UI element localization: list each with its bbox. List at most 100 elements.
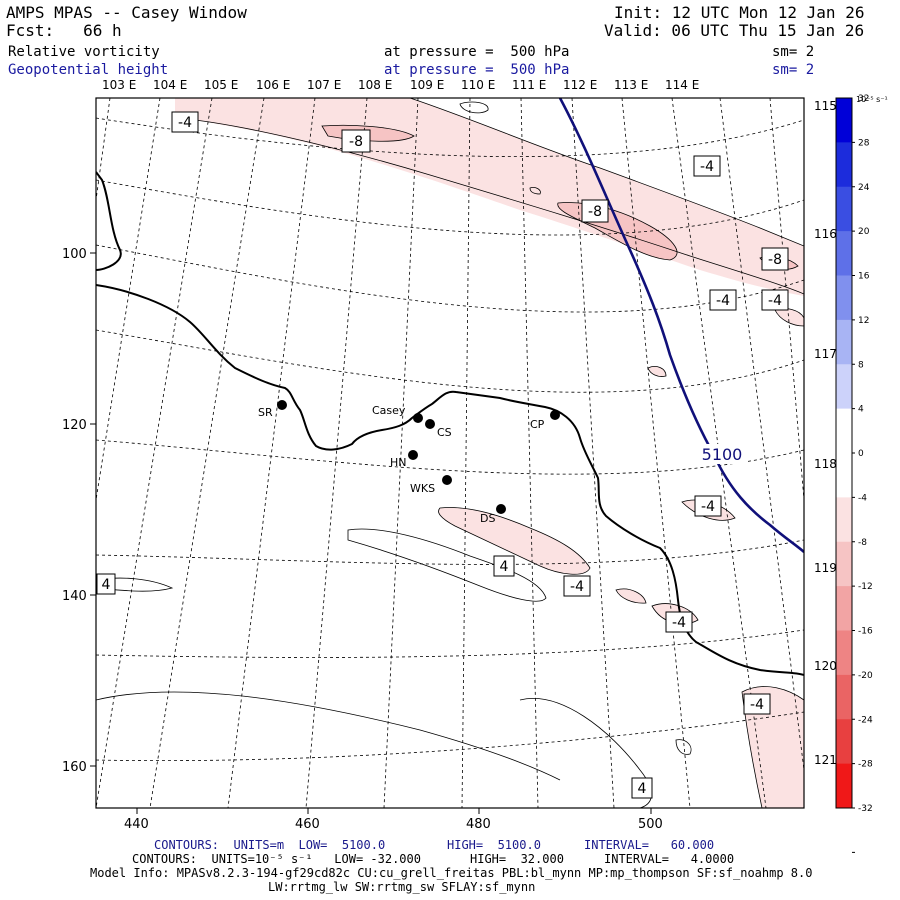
vorticity-contour-info: CONTOURS: UNITS=10⁻⁵ s⁻¹ LOW= -32.000 bbox=[132, 852, 421, 866]
colorbar-cell bbox=[836, 231, 852, 276]
colorbar-tick-label: 4 bbox=[858, 405, 864, 415]
station-marker bbox=[413, 413, 423, 423]
lon-label: 112 E bbox=[563, 78, 597, 92]
contour-label: -4 bbox=[570, 579, 584, 595]
contour-labels: -4 -8 -4 -8 -8 -4 -4 -4 4 -4 4 -4 -4 4 bbox=[96, 111, 789, 799]
contour-label: -4 bbox=[716, 293, 730, 309]
lon-label: 114 E bbox=[665, 78, 699, 92]
height-contour-interval: INTERVAL= 60.000 bbox=[584, 838, 715, 852]
field2-smoothing: sm= 2 bbox=[772, 62, 815, 78]
colorbar-tick-label: -16 bbox=[858, 627, 873, 637]
contour-label: -4 bbox=[750, 697, 764, 713]
station-marker bbox=[496, 504, 506, 514]
lon-label: 110 E bbox=[461, 78, 495, 92]
y-axis: 100 120 140 160 bbox=[62, 247, 96, 775]
contour-label: -4 bbox=[178, 115, 192, 131]
colorbar-tick-label: 32 bbox=[858, 94, 869, 104]
contour-label: -8 bbox=[349, 134, 363, 150]
colorbar-tick-label: 28 bbox=[858, 138, 870, 148]
lon-label: 104 E bbox=[153, 78, 187, 92]
forecast-hour: Fcst: 66 h bbox=[6, 21, 122, 40]
field1-smoothing: sm= 2 bbox=[772, 44, 815, 60]
station-label: CS bbox=[437, 426, 452, 439]
contour-label: 4 bbox=[638, 781, 647, 797]
colorbar-cell bbox=[836, 408, 852, 454]
colorbar-tick-label: -4 bbox=[858, 493, 867, 503]
valid-time: Valid: 06 UTC Thu 15 Jan 26 bbox=[604, 21, 865, 40]
colorbar-cell bbox=[836, 142, 852, 188]
station-marker bbox=[277, 400, 287, 410]
colorbar-cell bbox=[836, 497, 852, 543]
field1-name: Relative vorticity bbox=[8, 44, 160, 60]
colorbar-tick-label: -24 bbox=[858, 715, 873, 725]
height-contour-info: CONTOURS: UNITS=m LOW= 5100.0 bbox=[154, 838, 386, 852]
colorbar-cell bbox=[836, 630, 852, 676]
field1-level: at pressure = 500 hPa bbox=[384, 44, 570, 60]
colorbar-tick-label: 8 bbox=[858, 360, 864, 370]
colorbar-tick-label: -28 bbox=[858, 760, 873, 770]
x-tick-label: 460 bbox=[295, 817, 320, 832]
colorbar-tick-label: -8 bbox=[858, 538, 867, 548]
station-marker bbox=[408, 450, 418, 460]
colorbar-tick-label: -12 bbox=[858, 582, 873, 592]
colorbar: 10⁻⁵ s⁻¹ 32 28 24 20 16 12 8 4 0 -4 -8 -12 -16 -20 -24… bbox=[835, 94, 888, 853]
y-tick-label: 100 bbox=[62, 247, 87, 262]
station-label: DS bbox=[480, 512, 495, 525]
lon-label: 111 E bbox=[512, 78, 546, 92]
station-label: SR bbox=[258, 406, 273, 419]
init-time: Init: 12 UTC Mon 12 Jan 26 bbox=[614, 3, 865, 22]
model-info: Model Info: MPASv8.2.3-194-gf29cd82c CU:… bbox=[90, 866, 813, 880]
station-marker bbox=[442, 475, 452, 485]
lon-label: 107 E bbox=[307, 78, 341, 92]
plot-title: AMPS MPAS -- Casey Window bbox=[6, 3, 247, 22]
lon-label: 113 E bbox=[614, 78, 648, 92]
colorbar-cell bbox=[836, 319, 852, 365]
x-tick-label: 500 bbox=[638, 817, 663, 832]
colorbar-cell bbox=[836, 763, 852, 809]
colorbar-tick-label: 20 bbox=[858, 227, 870, 237]
lon-label: 103 E bbox=[102, 78, 136, 92]
y-tick-label: 160 bbox=[62, 760, 87, 775]
stations: SR Casey CS CP HN WKS DS bbox=[258, 400, 560, 525]
height-contour-high: HIGH= 5100.0 bbox=[447, 838, 541, 852]
contour-label: -4 bbox=[768, 293, 782, 309]
colorbar-tick-label: 16 bbox=[858, 272, 870, 282]
colorbar-tick-label: -32 bbox=[858, 804, 873, 814]
station-label: CP bbox=[530, 418, 545, 431]
field2-name: Geopotential height bbox=[8, 62, 169, 78]
coastline bbox=[96, 171, 804, 676]
height-label: 5100 bbox=[698, 444, 748, 464]
colorbar-cell bbox=[836, 541, 852, 587]
colorbar-tick-label: 0 bbox=[858, 449, 864, 459]
colorbar-cell bbox=[836, 186, 852, 232]
vorticity-contour-high: HIGH= 32.000 bbox=[470, 852, 564, 866]
contour-label: 4 bbox=[102, 577, 111, 593]
contour-label: 4 bbox=[500, 559, 509, 575]
graticule bbox=[96, 98, 804, 808]
station-label: Casey bbox=[372, 404, 406, 417]
contour-label: -8 bbox=[768, 252, 782, 268]
colorbar-cell bbox=[836, 453, 852, 498]
station-label: HN bbox=[390, 456, 407, 469]
height-contour-5100 bbox=[558, 98, 804, 553]
colorbar-cell bbox=[836, 98, 852, 143]
colorbar-tick-label: 12 bbox=[858, 316, 869, 326]
colorbar-cell bbox=[836, 674, 852, 720]
contour-label: -8 bbox=[588, 204, 602, 220]
x-axis: 440 460 480 500 bbox=[124, 808, 663, 832]
station-marker bbox=[550, 410, 560, 420]
model-info-physics: LW:rrtmg_lw SW:rrtmg_sw SFLAY:sf_mynn bbox=[268, 880, 536, 894]
colorbar-tick-label: -20 bbox=[858, 671, 873, 681]
lon-label: 106 E bbox=[256, 78, 290, 92]
lon-label: 108 E bbox=[358, 78, 392, 92]
colorbar-tick-label: 24 bbox=[858, 183, 870, 193]
longitude-top-labels: 103 E 104 E 105 E 106 E 107 E 108 E 109 … bbox=[102, 78, 699, 92]
contour-label: -4 bbox=[672, 615, 686, 631]
y-tick-label: 140 bbox=[62, 589, 87, 604]
y-tick-label: 120 bbox=[62, 418, 87, 433]
colorbar-cell bbox=[836, 586, 852, 631]
height-contour-label: 5100 bbox=[702, 445, 743, 464]
contour-label: -4 bbox=[701, 499, 715, 515]
colorbar-cell bbox=[836, 719, 852, 765]
